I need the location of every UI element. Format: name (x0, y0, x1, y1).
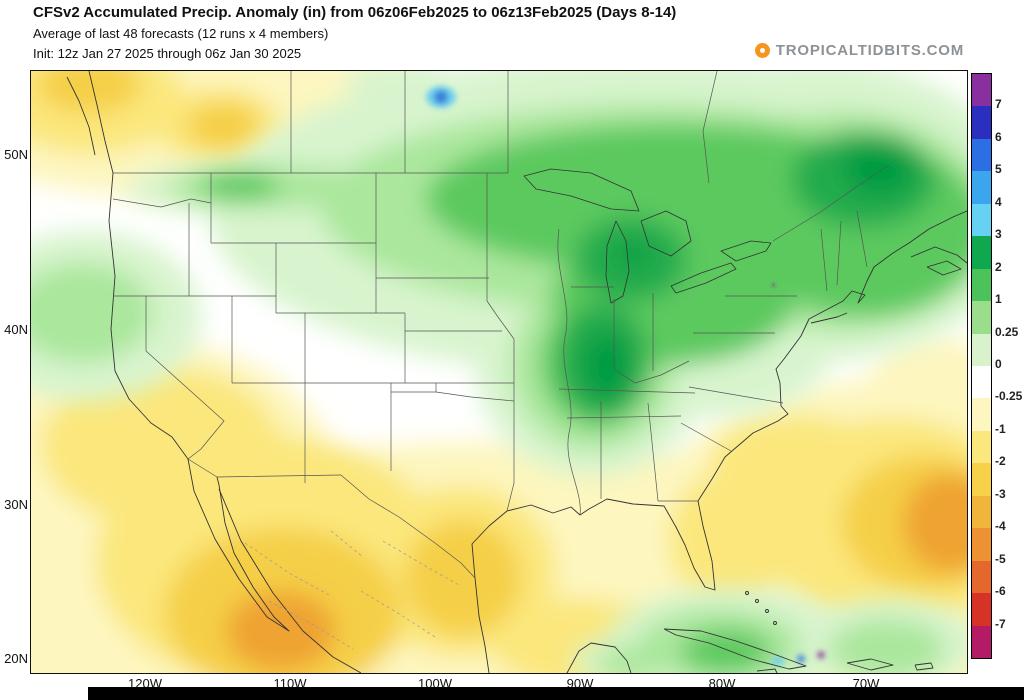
colorbar-segment (972, 495, 991, 529)
colorbar-tick-label: -2 (995, 454, 1006, 469)
great-lakes-outlines (523, 168, 772, 304)
extreme-anomaly-specks (426, 86, 825, 665)
colorbar-tick-label: -3 (995, 486, 1006, 501)
colorbar-segment (972, 138, 991, 172)
colorbar-segment (972, 203, 991, 237)
colorbar-tick-label: -1 (995, 421, 1006, 436)
colorbar-tick-label: 3 (995, 227, 1002, 242)
state-borders (112, 71, 890, 579)
colorbar-tick-label: 5 (995, 162, 1002, 177)
tropicaltidbits-logo-icon (754, 43, 770, 58)
colorbar-segment (972, 430, 991, 464)
map-marker-icon: ✳ (769, 280, 778, 292)
colorbar-labels: 7 6 5 4 3 2 1 0.25 0 -0.25 -1 -2 -3 -4 -5 -6 -7 (995, 73, 1024, 657)
page-subtitle: Average of last 48 forecasts (12 runs x … (33, 26, 329, 41)
init-line: Init: 12z Jan 27 2025 through 06z Jan 30… (33, 46, 302, 61)
lat-label-30n: 30N (4, 497, 28, 512)
colorbar-tick-label: 6 (995, 129, 1002, 144)
colorbar-tick-label: -6 (995, 584, 1006, 599)
page-title: CFSv2 Accumulated Precip. Anomaly (in) f… (33, 4, 677, 21)
colorbar-segment (972, 560, 991, 594)
colorbar-segment (972, 301, 991, 335)
lat-label-50n: 50N (4, 147, 28, 162)
colorbar-segment (972, 398, 991, 432)
colorbar-segment (972, 106, 991, 140)
colorbar-tick-label: 0.25 (995, 324, 1019, 339)
colorbar (971, 73, 992, 659)
branding-watermark: TROPICALTIDBITS.COM (754, 42, 964, 59)
mexico-state-borders (244, 530, 460, 650)
map-canvas: ✳ (30, 70, 968, 674)
lat-label-20n: 20N (4, 651, 28, 666)
colorbar-segment (972, 333, 991, 367)
colorbar-segment (972, 74, 991, 107)
colorbar-segment (972, 171, 991, 205)
colorbar-tick-label: -0.25 (995, 389, 1023, 404)
colorbar-segment (972, 463, 991, 497)
colorbar-tick-label: -7 (995, 616, 1006, 631)
colorbar-segments (972, 74, 991, 659)
colorbar-tick-label: 7 (995, 97, 1002, 112)
colorbar-segment (972, 366, 991, 399)
lat-label-40n: 40N (4, 322, 28, 337)
colorbar-tick-label: 1 (995, 292, 1002, 307)
colorbar-segment (972, 268, 991, 302)
colorbar-tick-label: 4 (995, 194, 1002, 209)
coastlines (66, 71, 967, 673)
colorbar-tick-label: 2 (995, 259, 1002, 274)
anomaly-map-svg: ✳ (31, 71, 967, 673)
colorbar-segment (972, 625, 991, 659)
watermark-text: TROPICALTIDBITS.COM (775, 42, 964, 59)
colorbar-tick-label: 0 (995, 357, 1002, 371)
colorbar-segment (972, 236, 991, 270)
colorbar-tick-label: -5 (995, 551, 1006, 566)
colorbar-tick-label: -4 (995, 519, 1006, 534)
bottom-bar (88, 687, 1024, 700)
colorbar-segment (972, 593, 991, 627)
colorbar-segment (972, 528, 991, 562)
